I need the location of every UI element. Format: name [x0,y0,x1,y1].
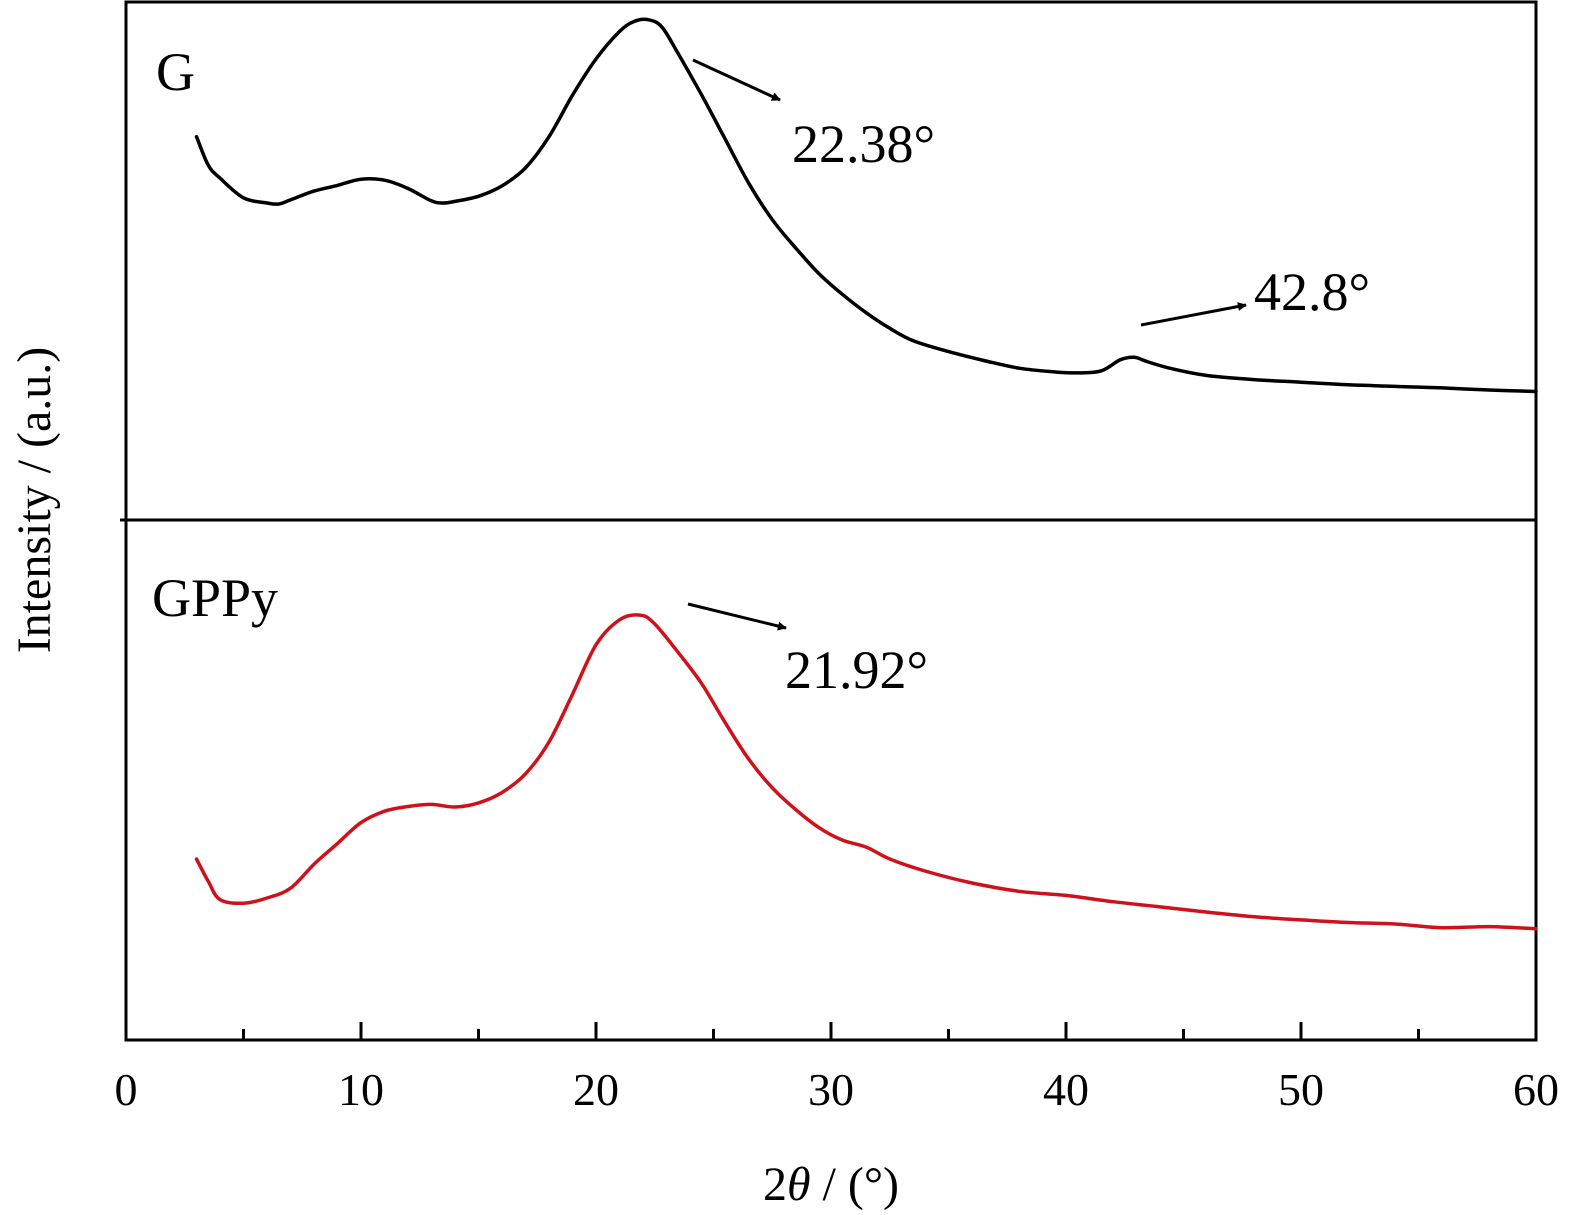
x-axis-label: 2θ / (°) [763,1158,899,1211]
annotation-arrow-21-92 [687,602,787,631]
series-line-g [194,17,1538,394]
annotation-arrow-42-8 [1140,302,1247,327]
x-tick-label-50: 50 [1278,1064,1324,1115]
x-tick-label-10: 10 [338,1064,384,1115]
panel-label-gppy: GPPy [152,568,278,628]
series-line-gppy [194,613,1538,931]
annotation-label-21-92: 21.92° [785,640,928,700]
x-axis-tick-labels: 0 10 20 30 40 50 60 [115,1064,1560,1115]
x-tick-label-0: 0 [115,1064,138,1115]
annotation-arrow-22-38 [692,58,781,102]
annotation-label-42-8: 42.8° [1254,262,1370,322]
x-tick-label-60: 60 [1513,1064,1559,1115]
x-tick-label-20: 20 [573,1064,619,1115]
panel-label-g: G [156,42,195,102]
y-axis-label: Intensity / (a.u.) [8,347,61,654]
x-tick-label-30: 30 [808,1064,854,1115]
x-tick-label-40: 40 [1043,1064,1089,1115]
x-axis-ticks [124,1022,1538,1040]
annotation-label-22-38: 22.38° [792,114,935,174]
